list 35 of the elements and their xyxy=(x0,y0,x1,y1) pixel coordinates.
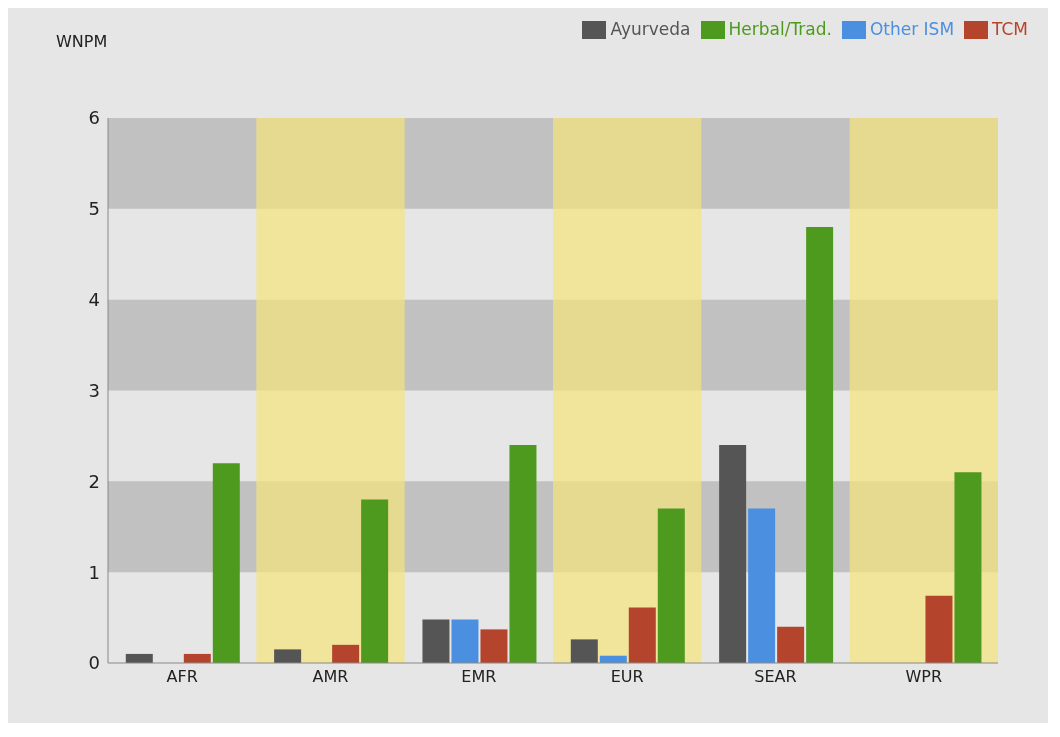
bar xyxy=(806,227,834,663)
bar xyxy=(954,472,982,663)
bar xyxy=(509,445,537,663)
bar xyxy=(274,649,302,663)
bar xyxy=(628,607,656,663)
legend-label: Other ISM xyxy=(869,19,955,39)
y-tick-label: 6 xyxy=(88,107,100,129)
bar xyxy=(212,463,240,663)
legend-label: Herbal/Trad. xyxy=(728,19,832,39)
bar xyxy=(748,508,776,663)
legend-label: Ayurveda xyxy=(610,19,691,39)
bar xyxy=(570,639,598,663)
x-tick-label: AMR xyxy=(312,667,349,687)
y-tick-label: 3 xyxy=(88,379,100,401)
bar xyxy=(480,629,508,663)
bar xyxy=(332,644,360,663)
x-tick-label: SEAR xyxy=(754,667,797,687)
x-tick-label: AFR xyxy=(166,667,198,687)
bar xyxy=(361,499,389,663)
x-tick-label: EMR xyxy=(461,667,497,687)
y-tick-label: 1 xyxy=(88,561,100,583)
y-axis-title: WNPM xyxy=(56,32,108,51)
bar xyxy=(925,595,953,663)
y-tick-label: 4 xyxy=(88,289,100,311)
bar xyxy=(422,619,450,663)
y-tick-label: 5 xyxy=(88,198,100,220)
x-tick-label: EUR xyxy=(610,667,644,687)
bar xyxy=(451,619,479,663)
x-tick-label: WPR xyxy=(905,667,943,687)
y-tick-label: 2 xyxy=(88,470,100,492)
bar xyxy=(719,445,747,663)
bar xyxy=(777,626,805,663)
legend-label: TCM xyxy=(992,19,1028,39)
bar xyxy=(657,508,685,663)
y-tick-label: 0 xyxy=(88,652,100,674)
